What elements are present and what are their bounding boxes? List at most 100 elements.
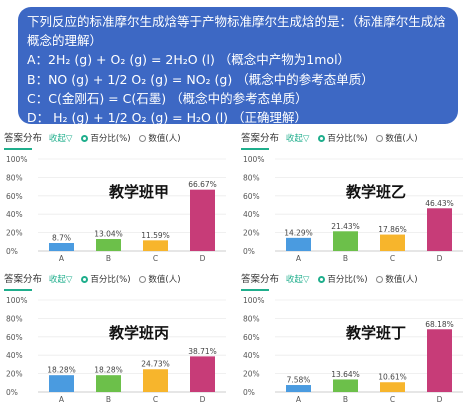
y-tick-label: 80% [243, 314, 260, 323]
data-label: 13.64% [331, 370, 360, 379]
collapse-toggle[interactable]: 收起▽ [285, 134, 310, 144]
panel-title: 答案分布 [4, 274, 43, 285]
option-a-text: A：2H₂ (g) + O₂ (g) = 2H₂O (l) （概念中产物为1mo… [27, 52, 351, 68]
data-label: 46.43% [425, 199, 454, 208]
class-panel-2: 答案分布 收起▽ 百分比(%) 数值(人) 100% 80% 60% 40% 20% 0%… [241, 131, 463, 266]
question-box: 下列反应的标准摩尔生成焓等于产物标准摩尔生成焓的是：（标准摩尔生成焓概念的理解）… [18, 7, 458, 124]
bar-b [333, 379, 358, 392]
y-tick-label: 0% [6, 247, 18, 256]
radio-empty-icon [139, 135, 147, 142]
x-tick-label: C [390, 395, 395, 404]
y-tick-label: 80% [6, 173, 23, 182]
bar-chart: 100% 80% 60% 40% 20% 0% 8.7% A 13.04% B 11.59% C 66.… [6, 155, 226, 263]
bar-b [96, 375, 121, 392]
bar-b [333, 231, 358, 251]
count-option-label: 数值(人) [385, 134, 418, 144]
count-option-label: 数值(人) [385, 275, 418, 285]
header-underline [4, 289, 32, 291]
collapse-toggle[interactable]: 收起▽ [48, 275, 73, 285]
y-tick-label: 80% [6, 314, 23, 323]
y-tick-label: 60% [243, 192, 260, 201]
x-tick-label: A [296, 395, 302, 404]
radio-empty-icon [376, 135, 384, 142]
y-tick-label: 100% [243, 155, 264, 164]
chart-title: 教学班丁 [345, 324, 406, 342]
x-tick-label: A [296, 254, 302, 263]
y-tick-label: 40% [6, 351, 23, 360]
panel-title: 答案分布 [241, 133, 280, 144]
y-tick-label: 20% [243, 370, 260, 379]
panel-header: 答案分布 收起▽ 百分比(%) 数值(人) [241, 131, 463, 146]
radio-selected-icon [318, 276, 326, 283]
count-option-label: 数值(人) [148, 134, 181, 144]
y-tick-label: 0% [6, 388, 18, 397]
percent-option[interactable]: 百分比(%) [81, 275, 131, 285]
y-tick-label: 40% [243, 351, 260, 360]
x-tick-label: A [59, 395, 65, 404]
count-option[interactable]: 数值(人) [376, 275, 418, 285]
percent-option[interactable]: 百分比(%) [81, 134, 131, 144]
bar-a [286, 237, 311, 251]
bar-b [96, 239, 121, 251]
bar-d [427, 329, 452, 392]
bar-c [143, 240, 168, 251]
x-tick-label: D [437, 395, 443, 404]
collapse-toggle[interactable]: 收起▽ [48, 134, 73, 144]
data-label: 14.29% [284, 228, 313, 237]
bar-c [380, 234, 405, 251]
data-label: 38.71% [188, 347, 217, 356]
data-label: 17.86% [378, 225, 407, 234]
panel-title: 答案分布 [4, 133, 43, 144]
data-label: 66.67% [188, 180, 217, 189]
data-label: 7.58% [287, 376, 311, 385]
bar-a [49, 242, 74, 251]
x-tick-label: C [153, 254, 158, 263]
header-underline [4, 148, 32, 150]
panel-header: 答案分布 收起▽ 百分比(%) 数值(人) [4, 272, 226, 287]
y-tick-label: 100% [6, 155, 27, 164]
x-tick-label: B [106, 254, 111, 263]
percent-option-label: 百分比(%) [90, 134, 131, 144]
percent-option[interactable]: 百分比(%) [318, 134, 368, 144]
class-panel-3: 答案分布 收起▽ 百分比(%) 数值(人) 100% 80% 60% 40% 20% 0%… [4, 272, 226, 407]
chart-title: 教学班乙 [345, 183, 406, 201]
data-label: 8.7% [52, 233, 71, 242]
radio-selected-icon [318, 135, 326, 142]
y-tick-label: 60% [243, 333, 260, 342]
bar-a [49, 375, 74, 392]
data-label: 10.61% [378, 373, 407, 382]
count-option[interactable]: 数值(人) [376, 134, 418, 144]
option-d-text: D： H₂ (g) + 1/2 O₂ (g) = H₂O (l) （正确理解） [27, 110, 308, 124]
bar-d [190, 189, 215, 251]
bar-c [380, 382, 405, 392]
header-underline [241, 289, 269, 291]
y-tick-label: 80% [243, 173, 260, 182]
data-label: 24.73% [141, 360, 170, 369]
y-tick-label: 40% [6, 210, 23, 219]
chart-title: 教学班甲 [108, 183, 169, 201]
data-label: 18.28% [47, 366, 76, 375]
radio-empty-icon [139, 276, 147, 283]
x-tick-label: C [153, 395, 158, 404]
count-option[interactable]: 数值(人) [139, 275, 181, 285]
y-tick-label: 40% [243, 210, 260, 219]
count-option[interactable]: 数值(人) [139, 134, 181, 144]
radio-empty-icon [376, 276, 384, 283]
x-tick-label: B [343, 254, 348, 263]
x-tick-label: B [106, 395, 111, 404]
y-tick-label: 100% [243, 296, 264, 305]
y-tick-label: 20% [243, 229, 260, 238]
option-c-text: C：C(金刚石) = C(石墨) （概念中的参考态单质） [27, 90, 308, 106]
bar-a [286, 385, 311, 392]
bar-c [143, 369, 168, 392]
bar-d [190, 356, 215, 392]
percent-option-label: 百分比(%) [90, 275, 131, 285]
collapse-toggle[interactable]: 收起▽ [285, 275, 310, 285]
x-tick-label: B [343, 395, 348, 404]
y-tick-label: 60% [6, 333, 23, 342]
percent-option[interactable]: 百分比(%) [318, 275, 368, 285]
panel-header: 答案分布 收起▽ 百分比(%) 数值(人) [4, 131, 226, 146]
class-panel-1: 答案分布 收起▽ 百分比(%) 数值(人) 100% 80% 60% 40% 20% 0%… [4, 131, 226, 266]
x-tick-label: D [200, 254, 206, 263]
percent-option-label: 百分比(%) [327, 134, 368, 144]
